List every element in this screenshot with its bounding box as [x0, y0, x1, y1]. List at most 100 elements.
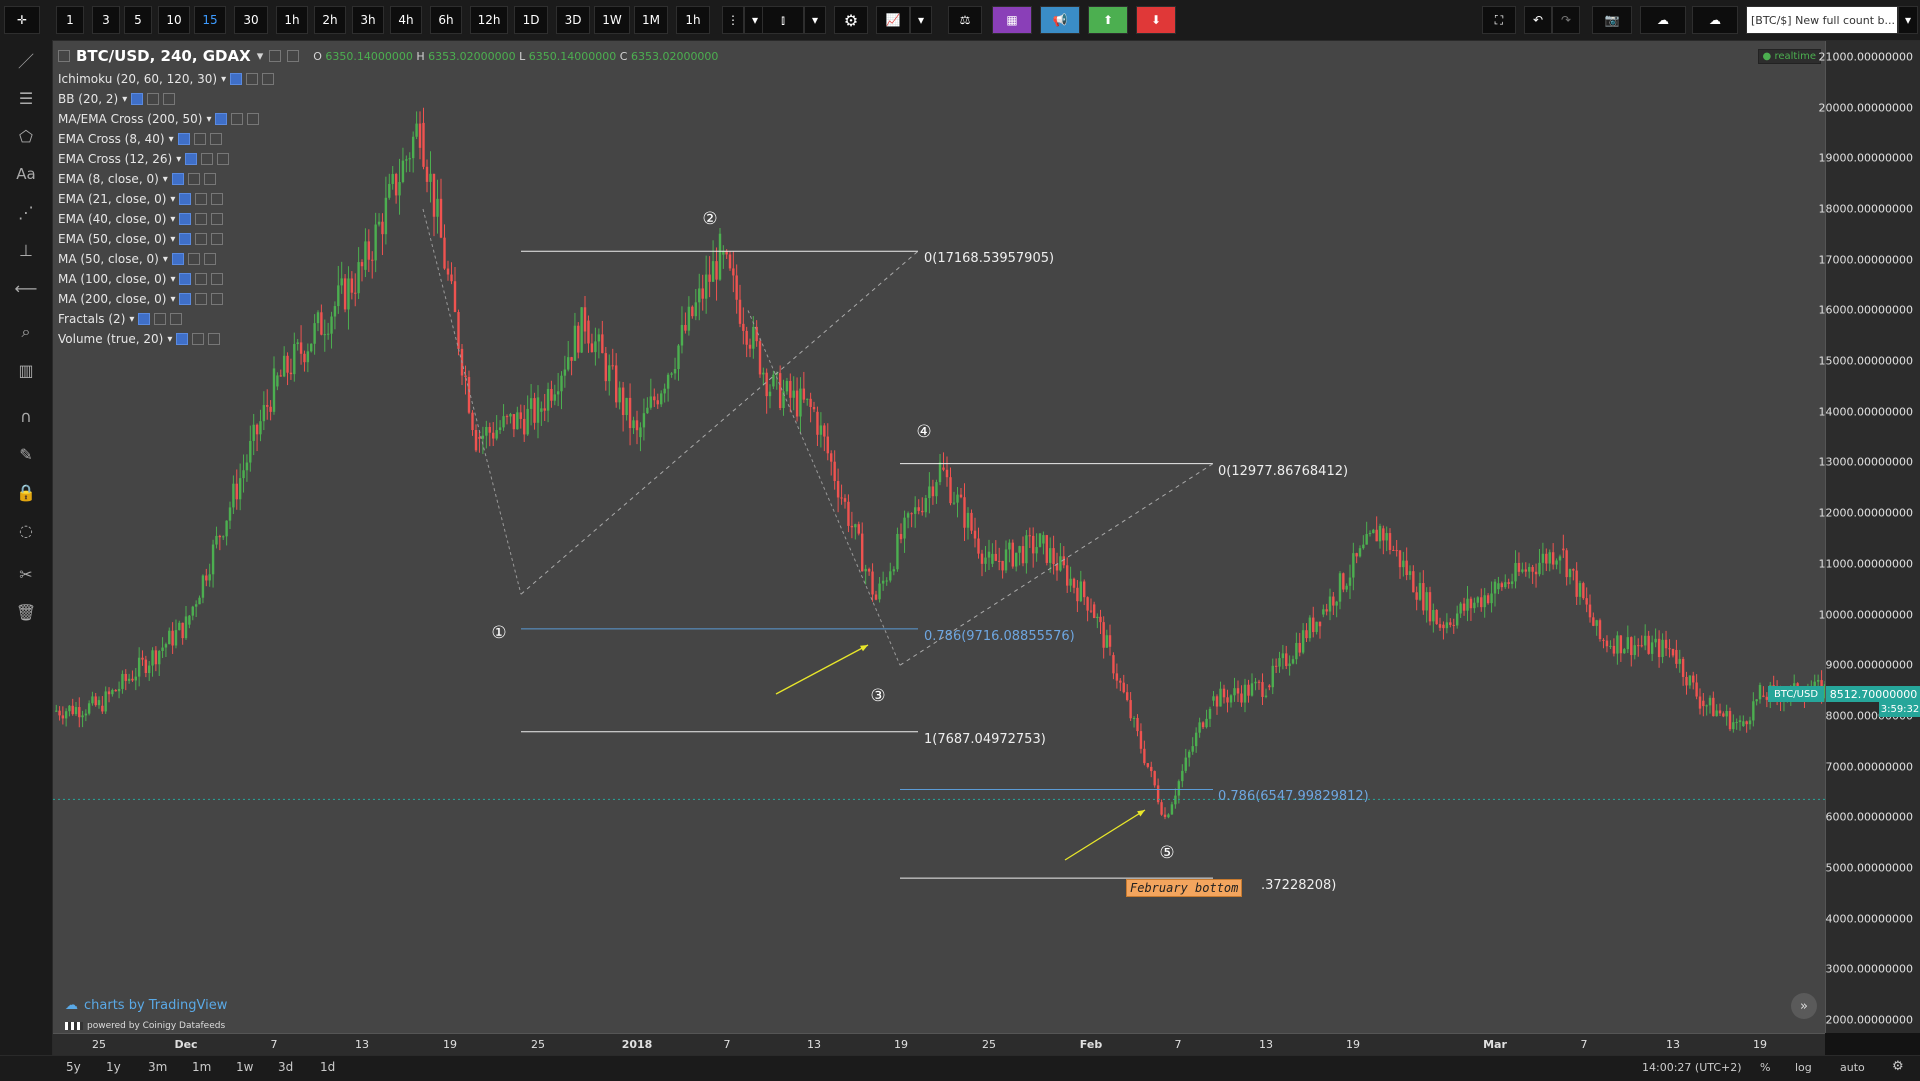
indicator-label[interactable]: EMA (21, close, 0): [58, 192, 167, 206]
time-axis[interactable]: 25 Dec 7 13 19 25 2018 7 13 19 25 Feb 7 13 19 Mar 7 13 19: [53, 1033, 1825, 1056]
fullscreen-button[interactable]: ⛶: [1482, 6, 1516, 34]
indicator-row[interactable]: Ichimoku (20, 60, 120, 30) ▾: [58, 72, 275, 86]
indicator-row[interactable]: EMA (40, close, 0) ▾: [58, 212, 224, 226]
indicator-label[interactable]: MA (50, close, 0): [58, 252, 159, 266]
price-axis[interactable]: 21000.00000000 20000.00000000 19000.000000…: [1768, 41, 1920, 1033]
settings-small-icon[interactable]: [195, 273, 208, 285]
close-small-icon[interactable]: [247, 113, 260, 125]
chevron-down-icon[interactable]: ▾: [206, 113, 212, 125]
layout-title-box[interactable]: [BTC/$] New full count b...: [1746, 6, 1898, 34]
indicator-label[interactable]: MA (200, close, 0): [58, 292, 167, 306]
remove-tools[interactable]: ✂: [10, 560, 42, 588]
sell-button[interactable]: ⬇: [1136, 6, 1176, 34]
interval-button-5[interactable]: 30: [234, 6, 268, 34]
chart-style-button[interactable]: ⫾: [762, 6, 804, 34]
close-small-icon[interactable]: [203, 173, 216, 185]
buy-button[interactable]: ⬆: [1088, 6, 1128, 34]
close-small-icon[interactable]: [209, 133, 222, 145]
indicator-label[interactable]: Fractals (2): [58, 312, 126, 326]
eye-icon[interactable]: [177, 133, 190, 145]
eye-icon[interactable]: [185, 153, 198, 165]
delete-all-tool[interactable]: 🗑: [10, 598, 42, 626]
zoom-tool[interactable]: ⌕: [10, 318, 42, 346]
close-small-icon[interactable]: [208, 333, 221, 345]
close-small-icon[interactable]: [170, 313, 183, 325]
interval-button-14[interactable]: 1W: [594, 6, 630, 34]
indicator-row[interactable]: MA (100, close, 0) ▾: [58, 272, 224, 286]
close-small-icon[interactable]: [287, 50, 300, 62]
indicator-row[interactable]: EMA (21, close, 0) ▾: [58, 192, 224, 206]
shapes-tool[interactable]: ⬠: [10, 122, 42, 150]
settings-small-icon[interactable]: [269, 50, 282, 62]
interval-button-0[interactable]: 1: [56, 6, 84, 34]
indicator-label[interactable]: EMA Cross (8, 40): [58, 132, 165, 146]
chevron-down-icon[interactable]: ▾: [170, 193, 176, 205]
indicator-row[interactable]: MA (50, close, 0) ▾: [58, 252, 216, 266]
chevron-down-icon[interactable]: ▾: [129, 313, 135, 325]
indicator-label[interactable]: MA (100, close, 0): [58, 272, 167, 286]
lock-tool[interactable]: 🔒: [10, 478, 42, 506]
back-tool[interactable]: ⟵: [10, 274, 42, 302]
redo-button[interactable]: ↷: [1552, 6, 1580, 34]
indicator-row[interactable]: BB (20, 2) ▾: [58, 92, 176, 106]
chevron-down-icon[interactable]: ▾: [168, 133, 174, 145]
settings-small-icon[interactable]: [195, 213, 208, 225]
range-button-1w[interactable]: 1w: [236, 1060, 254, 1074]
chevron-down-icon[interactable]: ▾: [170, 233, 176, 245]
chevron-down-icon[interactable]: ▾: [170, 213, 176, 225]
eye-icon[interactable]: [131, 93, 144, 105]
interval-button-4[interactable]: 15: [194, 6, 226, 34]
close-small-icon[interactable]: [211, 213, 224, 225]
auto-toggle[interactable]: auto: [1840, 1061, 1865, 1074]
eye-icon[interactable]: [179, 213, 192, 225]
close-small-icon[interactable]: [163, 93, 176, 105]
indicator-label[interactable]: EMA Cross (12, 26): [58, 152, 173, 166]
percent-toggle[interactable]: %: [1760, 1061, 1771, 1074]
eye-icon[interactable]: [171, 253, 184, 265]
trend-line-tool[interactable]: ／: [10, 46, 42, 74]
interval-button-1[interactable]: 3: [92, 6, 120, 34]
chart-pane[interactable]: BTC/USD, 240, GDAX ▾ O 6350.14000000 H 6…: [53, 41, 1825, 1033]
undo-button[interactable]: ↶: [1524, 6, 1552, 34]
eye-icon[interactable]: [179, 193, 192, 205]
eye-icon[interactable]: [179, 293, 192, 305]
hide-drawings-tool[interactable]: ◌: [10, 516, 42, 544]
stay-drawing-tool[interactable]: ✎: [10, 440, 42, 468]
indicator-row[interactable]: EMA Cross (12, 26) ▾: [58, 152, 230, 166]
interval-button-6[interactable]: 1h: [276, 6, 308, 34]
volume-profile-tool[interactable]: ▥: [10, 356, 42, 384]
close-small-icon[interactable]: [211, 193, 224, 205]
log-toggle[interactable]: log: [1795, 1061, 1812, 1074]
settings-small-icon[interactable]: [195, 293, 208, 305]
axis-settings-button[interactable]: ⚙: [1892, 1059, 1904, 1074]
chart-style-dropdown[interactable]: ▾: [804, 6, 826, 34]
interval-button-11[interactable]: 12h: [470, 6, 508, 34]
announce-button[interactable]: 📢: [1040, 6, 1080, 34]
chevron-down-icon[interactable]: ▾: [221, 73, 227, 85]
chevron-down-icon[interactable]: ▾: [162, 173, 168, 185]
eye-icon[interactable]: [215, 113, 228, 125]
eye-icon[interactable]: [171, 173, 184, 185]
interval-button-9[interactable]: 4h: [390, 6, 422, 34]
close-small-icon[interactable]: [211, 293, 224, 305]
indicator-label[interactable]: EMA (50, close, 0): [58, 232, 167, 246]
range-button-1m[interactable]: 1m: [192, 1060, 212, 1074]
interval-button-7[interactable]: 2h: [314, 6, 346, 34]
settings-small-icon[interactable]: [147, 93, 160, 105]
indicator-label[interactable]: EMA (8, close, 0): [58, 172, 159, 186]
settings-small-icon[interactable]: [187, 173, 200, 185]
range-button-3m[interactable]: 3m: [148, 1060, 168, 1074]
load-layout-button[interactable]: ☁: [1640, 6, 1686, 34]
settings-button[interactable]: ⚙: [834, 6, 868, 34]
close-small-icon[interactable]: [217, 153, 230, 165]
interval-button-3[interactable]: 10: [158, 6, 190, 34]
indicator-row[interactable]: MA (200, close, 0) ▾: [58, 292, 224, 306]
close-small-icon[interactable]: [203, 253, 216, 265]
indicator-row[interactable]: Volume (true, 20) ▾: [58, 332, 221, 346]
indicator-row[interactable]: EMA (50, close, 0) ▾: [58, 232, 224, 246]
indicator-label[interactable]: EMA (40, close, 0): [58, 212, 167, 226]
indicator-row[interactable]: Fractals (2) ▾: [58, 312, 183, 326]
snapshot-button[interactable]: 📷: [1592, 6, 1632, 34]
settings-small-icon[interactable]: [187, 253, 200, 265]
interval-button-12[interactable]: 1D: [514, 6, 548, 34]
